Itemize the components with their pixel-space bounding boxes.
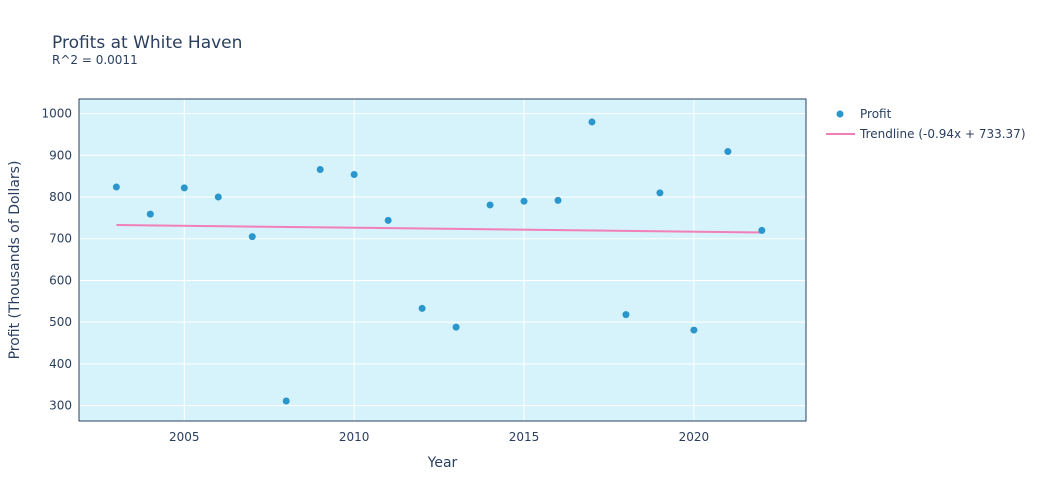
y-axis-title: Profit (Thousands of Dollars) [7,161,23,360]
legend: Profit Trendline (-0.94x + 733.37) [826,107,1026,141]
x-tick-label-2015: 2015 [509,430,540,444]
y-tick-label-1000: 1000 [41,107,72,121]
scatter-points [112,118,766,405]
data-point-2005[interactable] [180,184,188,192]
data-point-2007[interactable] [248,233,256,241]
trendline [116,223,762,234]
data-point-2020[interactable] [690,326,698,334]
data-point-2021[interactable] [724,148,732,156]
data-point-2022[interactable] [758,226,766,234]
y-tick-label-500: 500 [49,315,72,329]
data-point-2018[interactable] [622,311,630,319]
y-tick-label-800: 800 [49,190,72,204]
data-point-2009[interactable] [316,165,324,173]
chart-subtitle: R^2 = 0.0011 [52,53,138,67]
data-point-2011[interactable] [384,216,392,224]
data-point-2012[interactable] [418,304,426,312]
data-point-2006[interactable] [214,193,222,201]
x-tick-labels: 2005 2010 2015 2020 [169,430,709,444]
data-point-2016[interactable] [554,196,562,204]
data-point-2013[interactable] [452,323,460,331]
x-tick-label-2010: 2010 [339,430,370,444]
y-tick-label-700: 700 [49,232,72,246]
data-point-2010[interactable] [350,170,358,178]
legend-marker-profit [836,110,844,118]
trendline-layer [116,223,762,234]
y-tick-label-600: 600 [49,273,72,287]
plot-background [79,99,806,421]
data-point-2008[interactable] [282,397,290,405]
x-tick-label-2005: 2005 [169,430,200,444]
y-tick-label-400: 400 [49,357,72,371]
legend-label-trendline: Trendline (-0.94x + 733.37) [859,127,1026,141]
chart-title: Profits at White Haven [52,33,243,53]
data-point-2017[interactable] [588,118,596,126]
data-point-2014[interactable] [486,201,494,209]
y-tick-label-900: 900 [49,148,72,162]
plot-frame [78,98,807,422]
legend-item-trendline[interactable]: Trendline (-0.94x + 733.37) [826,127,1026,141]
data-point-2015[interactable] [520,197,528,205]
legend-item-profit[interactable]: Profit [836,107,892,121]
data-point-2003[interactable] [112,183,120,191]
x-tick-label-2020: 2020 [679,430,710,444]
data-point-2019[interactable] [656,189,664,197]
legend-label-profit: Profit [860,107,892,121]
data-point-2004[interactable] [146,210,154,218]
x-axis-title: Year [427,455,458,471]
y-tick-labels: 300 400 500 600 700 800 900 1000 [41,107,72,413]
y-tick-label-300: 300 [49,399,72,413]
grid-lines [79,99,806,421]
